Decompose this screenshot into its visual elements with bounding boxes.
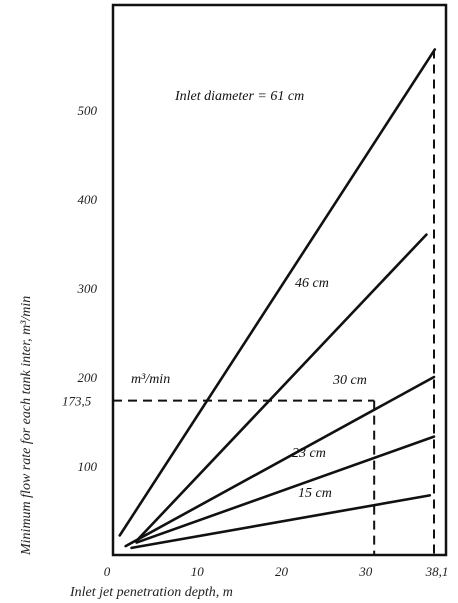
series-line-23cm [135, 435, 436, 544]
y-axis-title: Minimum flow rate for each tank inter, m… [19, 296, 34, 556]
series-label-15cm: 15 cm [298, 486, 332, 501]
y-tick-label: 400 [78, 192, 98, 207]
series-label-23cm: 23 cm [292, 446, 326, 461]
series-line-30cm [124, 375, 436, 548]
series-line-61cm [118, 48, 437, 537]
series-line-46cm [135, 233, 428, 543]
x-axis-title: Inlet jet penetration depth, m [69, 585, 233, 600]
y-tick-label: 500 [78, 103, 98, 118]
y-tick-label: 200 [78, 370, 98, 385]
reference-lines [113, 49, 435, 555]
x-tick-label: 0 [104, 564, 111, 579]
plot-frame [111, 3, 448, 557]
y-tick-label: 100 [78, 459, 98, 474]
series-layer [118, 48, 437, 550]
series-label-46cm: 46 cm [295, 276, 329, 291]
tick-labels: 0 10 20 30 38,1 100 173,5 200 300 400 500 [62, 103, 448, 579]
x-tick-label: 10 [191, 564, 205, 579]
unit-annotation: m³/min [131, 372, 170, 387]
x-tick-label: 20 [275, 564, 289, 579]
x-tick-label: 38,1 [425, 564, 449, 579]
y-tick-label: 300 [77, 281, 98, 296]
y-tick-label: 173,5 [62, 394, 92, 409]
x-tick-label: 30 [358, 564, 373, 579]
series-label-30cm: 30 cm [332, 373, 367, 388]
series-label-61cm: Inlet diameter = 61 cm [174, 89, 304, 104]
series-line-15cm [130, 494, 432, 550]
